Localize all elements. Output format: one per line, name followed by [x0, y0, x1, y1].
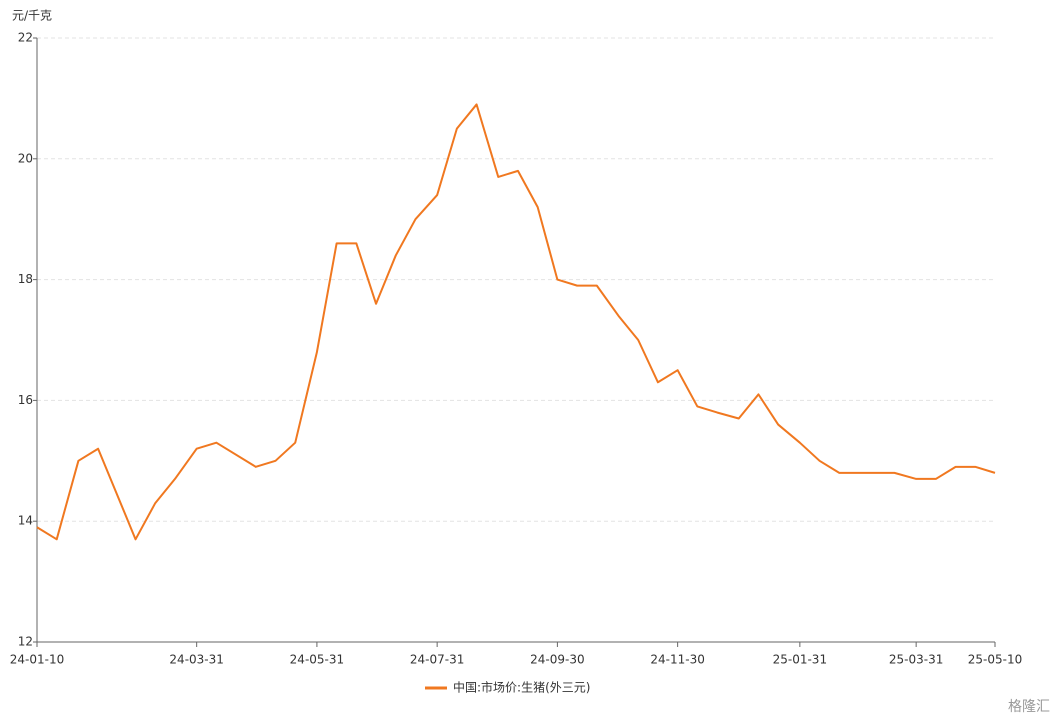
- y-tick-label: 14: [18, 514, 33, 528]
- y-tick-label: 12: [18, 635, 33, 649]
- y-tick-label: 16: [18, 393, 33, 407]
- x-tick-label: 25-03-31: [889, 653, 943, 667]
- x-tick-label: 24-05-31: [290, 653, 344, 667]
- watermark: 格隆汇: [1008, 699, 1050, 715]
- x-tick-label: 24-11-30: [650, 653, 704, 667]
- x-tick-label: 24-03-31: [169, 653, 223, 667]
- x-tick-label: 24-01-10: [10, 653, 64, 667]
- x-tick-label: 25-01-31: [773, 653, 827, 667]
- y-tick-label: 20: [18, 151, 33, 165]
- y-tick-label: 22: [18, 31, 33, 45]
- y-unit: 元/千克: [12, 9, 52, 23]
- line: [36, 103, 996, 541]
- x-tick-label: 25-05-10: [968, 653, 1022, 667]
- x-tick-label: 24-09-30: [530, 653, 584, 667]
- x-tick-label: 24-07-31: [410, 653, 464, 667]
- legend-label: 中国:市场价:生猪(外三元): [453, 680, 590, 695]
- y-tick-label: 18: [18, 272, 33, 286]
